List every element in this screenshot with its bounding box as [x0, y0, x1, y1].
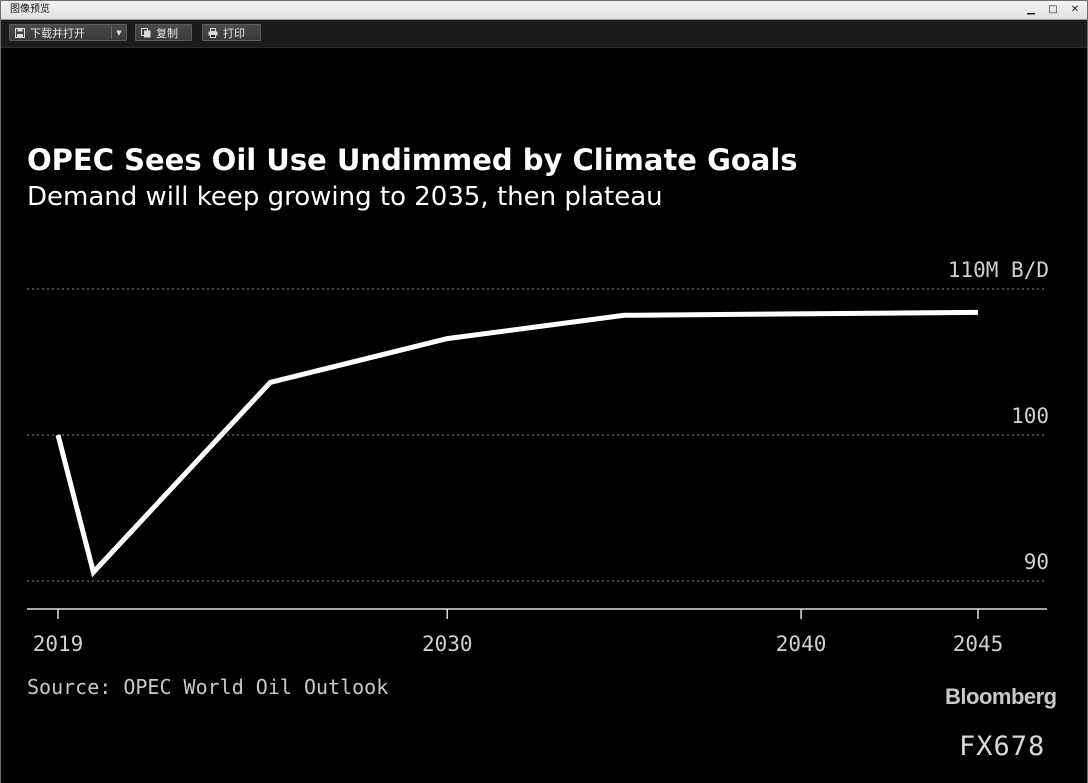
x-tick-label: 2030 [422, 632, 473, 656]
chart-image [1, 48, 1087, 783]
y-tick-label: 110M B/D [948, 258, 1049, 282]
x-tick-label: 2019 [33, 632, 84, 656]
printer-icon [208, 28, 218, 38]
minimize-button[interactable]: ▁ [1027, 4, 1035, 15]
chart-title: OPEC Sees Oil Use Undimmed by Climate Go… [27, 143, 798, 177]
copy-label: 复制 [156, 27, 178, 40]
x-tick-label: 2040 [776, 632, 827, 656]
save-icon [15, 28, 25, 38]
x-tick-label: 2045 [953, 632, 1004, 656]
y-tick-label: 100 [1011, 404, 1049, 428]
print-label: 打印 [223, 27, 245, 40]
maximize-button[interactable]: □ [1048, 4, 1058, 15]
fx678-watermark: FX678 [959, 731, 1046, 762]
y-tick-label: 90 [1024, 550, 1049, 574]
download-and-open-button[interactable]: 下载并打开 ▼ [9, 24, 127, 41]
oil-demand-series-line [55, 309, 979, 578]
copy-button[interactable]: 复制 [135, 24, 192, 41]
copy-icon [141, 28, 151, 38]
download-label: 下载并打开 [30, 27, 85, 40]
split-divider [111, 26, 112, 39]
close-button[interactable]: ✕ [1070, 4, 1080, 15]
bloomberg-logo: Bloomberg [945, 684, 1057, 709]
chart-subtitle: Demand will keep growing to 2035, then p… [27, 182, 663, 212]
window-title: 图像预览 [10, 4, 50, 15]
window-titlebar[interactable]: 图像预览 ▁ □ ✕ [1, 1, 1087, 20]
print-button[interactable]: 打印 [202, 24, 261, 41]
chart-source: Source: OPEC World Oil Outlook [27, 675, 389, 699]
dropdown-arrow-icon[interactable]: ▼ [116, 29, 122, 37]
toolbar: 下载并打开 ▼ 复制 打印 [1, 20, 1087, 48]
